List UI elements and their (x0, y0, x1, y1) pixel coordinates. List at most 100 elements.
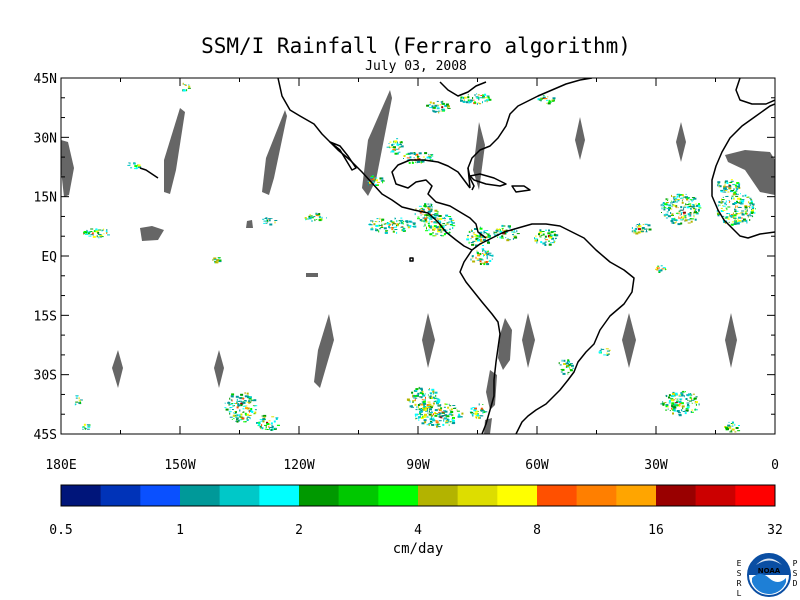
rain-pixel (396, 220, 398, 223)
rain-pixel (380, 180, 383, 182)
rain-pixel (393, 227, 395, 229)
rain-pixel (389, 224, 392, 225)
longitude-label: 180E (45, 458, 76, 473)
rain-pixel (393, 146, 396, 149)
rain-pixel (462, 100, 466, 103)
rain-pixel (485, 99, 489, 102)
rain-pixel (554, 232, 556, 234)
rain-pixel (275, 417, 279, 419)
rain-pixel (728, 216, 730, 218)
rain-pixel (546, 99, 548, 101)
rain-pixel (304, 217, 307, 219)
coastline-africa (711, 103, 775, 239)
rain-pixel (648, 228, 652, 231)
rain-pixel (249, 417, 251, 420)
rain-pixel (501, 232, 505, 235)
rain-pixel (420, 396, 423, 399)
rain-pixel (417, 216, 420, 218)
rain-pixel (389, 147, 391, 149)
rain-pixel (732, 197, 735, 200)
rain-pixel (86, 229, 88, 231)
rain-pixel (733, 191, 737, 194)
rain-pixel (405, 220, 409, 222)
latitude-label: EQ (41, 250, 57, 265)
latitude-label: 45S (34, 428, 57, 443)
rain-pixel (408, 225, 412, 228)
rain-pixel (425, 214, 429, 217)
rain-pixel (434, 110, 437, 113)
rain-pixel (451, 423, 455, 425)
rain-pixel (484, 411, 488, 413)
rain-pixel (732, 215, 735, 218)
rain-pixel (236, 398, 238, 401)
rain-pixel (432, 235, 436, 237)
rain-pixel (672, 213, 674, 215)
rain-pixel (446, 105, 450, 108)
rain-pixel (678, 217, 682, 219)
rain-pixel (380, 177, 384, 180)
rain-pixel (479, 258, 483, 260)
rain-pixel (236, 418, 239, 420)
rain-pixel (444, 104, 448, 107)
rain-pixel (537, 98, 541, 101)
rain-pixel (726, 428, 729, 431)
rain-pixel (683, 207, 685, 210)
rain-pixel (429, 421, 433, 423)
rain-pixel (661, 268, 665, 270)
rain-pixel (660, 269, 663, 272)
rain-pixel (248, 400, 251, 403)
rain-pixel (262, 420, 265, 423)
rain-pixel (657, 265, 660, 267)
rain-pixel (436, 228, 440, 230)
rain-pixel (85, 234, 88, 235)
rain-pixel (271, 428, 274, 431)
rain-pixel (606, 352, 608, 355)
rain-pixel (661, 212, 662, 213)
rain-pixel (665, 405, 668, 408)
rain-pixel (749, 204, 751, 206)
rain-pixel (402, 222, 404, 225)
noaa-emblem-text: NOAA (758, 567, 781, 575)
rain-pixel (680, 197, 684, 199)
rain-pixel (551, 234, 554, 236)
rain-pixel (563, 363, 567, 365)
rain-pixel (399, 146, 402, 148)
rain-pixel (683, 396, 685, 398)
rain-pixel (471, 413, 474, 416)
rain-pixel (137, 164, 141, 167)
rain-pixel (482, 249, 484, 252)
rain-pixel (421, 408, 422, 410)
rain-pixel (671, 395, 673, 398)
rain-pixel (666, 198, 669, 200)
rain-pixel (688, 197, 691, 199)
rain-pixel (231, 399, 233, 402)
rain-pixel (744, 219, 748, 222)
rain-pixel (635, 230, 637, 233)
logo-letter: D (793, 579, 798, 588)
rain-pixel (662, 267, 666, 269)
rain-pixel (554, 241, 556, 244)
rain-pixel (676, 400, 679, 402)
rain-pixel (422, 156, 425, 158)
rain-pixel (427, 205, 431, 207)
rain-pixel (428, 155, 432, 157)
rain-pixel (735, 205, 737, 208)
rain-pixel (75, 397, 78, 399)
rain-pixel (383, 223, 386, 225)
rain-pixel (473, 234, 477, 235)
rain-pixel (423, 205, 427, 207)
rain-pixel (106, 229, 108, 231)
rain-pixel (428, 153, 430, 155)
rain-pixel (551, 242, 555, 244)
rain-pixel (400, 220, 403, 223)
rain-pixel (722, 205, 726, 207)
rain-pixel (479, 97, 483, 99)
rain-pixel (259, 419, 263, 421)
rain-pixel (741, 199, 745, 201)
rain-pixel (734, 219, 736, 222)
rain-pixel (566, 361, 568, 364)
rain-pixel (754, 211, 756, 214)
rain-pixel (560, 369, 562, 371)
rain-pixel (694, 401, 696, 403)
rain-pixel (750, 199, 753, 201)
